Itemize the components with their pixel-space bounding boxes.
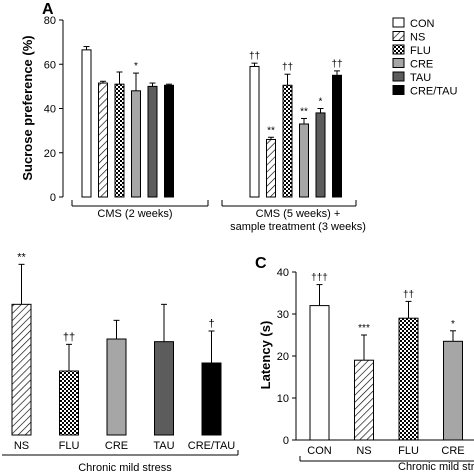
panel-a-bars: *††**††***††	[81, 46, 343, 198]
panel-a-bar	[164, 84, 174, 198]
panel-a-significance-mark: *	[134, 61, 138, 72]
legend-label-cre-tau: CRE/TAU	[410, 86, 458, 98]
panel-c-y-tick-label: 30	[277, 309, 289, 321]
panel-c-significance-mark: ***	[358, 323, 370, 334]
legend-swatch-cre-tau	[392, 85, 405, 95]
panel-c-bar	[443, 340, 463, 441]
panel-c-bars: ††† CON *** NS †† FLU * CRE	[307, 273, 464, 457]
panel-a-group-2-label-line-2: sample treatment (3 weeks)	[230, 221, 366, 233]
panel-a-y-tick-label: 80	[44, 15, 56, 27]
panel-a-bar	[249, 65, 260, 198]
panel-a-y-tick-label: 60	[44, 59, 56, 71]
panel-b-x-axis-label: Chronic mild stress	[78, 462, 172, 474]
panel-a-y-tick-label: 20	[44, 148, 56, 160]
panel-c-axes: 0 10 20 30 40	[277, 267, 474, 462]
legend-label-cre: CRE	[410, 59, 433, 71]
panel-c-y-tick-label: 40	[277, 267, 289, 279]
panel-a-label: A	[42, 1, 54, 18]
legend-label-ns: NS	[410, 32, 425, 44]
panel-a-bar	[114, 83, 125, 198]
panel-c-significance-mark: *	[451, 319, 455, 330]
panel-c-y-tick-label: 10	[277, 393, 289, 405]
panel-a-bar	[282, 84, 293, 198]
panel-c-x-tick-label: FLU	[398, 445, 419, 457]
panel-b-chart: ** NS †† FLU CRE TAU † CRE/TAU Chronic mild str…	[2, 251, 239, 474]
panel-a-bar	[299, 123, 309, 198]
panel-b-bar	[59, 370, 79, 436]
panel-b-significance-mark: **	[17, 251, 26, 263]
panel-a-significance-mark: **	[300, 106, 308, 117]
panel-b-bar	[106, 338, 127, 436]
panel-c-bar	[354, 359, 374, 441]
panel-a-bar	[98, 82, 108, 198]
panel-c-x-tick-label: NS	[356, 445, 371, 457]
legend-swatch-con	[392, 17, 405, 28]
panel-a-y-axis-label: Sucrose preference (%)	[20, 35, 35, 180]
panel-a-significance-mark: *	[319, 97, 323, 108]
panel-c-y-tick-label: 20	[277, 351, 289, 363]
panel-c-significance-mark: †††	[311, 273, 328, 284]
legend-label-tau: TAU	[410, 72, 431, 84]
panel-b-x-tick-label: TAU	[153, 440, 174, 452]
legend-label-con: CON	[410, 18, 435, 30]
panel-a-significance-mark: **	[267, 125, 275, 136]
legend-swatch-flu	[392, 44, 405, 55]
panel-a-y-tick-label: 0	[50, 192, 56, 204]
panel-a-significance-mark: ††	[249, 51, 260, 62]
panel-b-bar	[11, 303, 32, 436]
panel-a-bar	[81, 49, 92, 198]
panel-b-x-tick-label: CRE	[105, 440, 128, 452]
panel-b-significance-mark: ††	[63, 331, 75, 343]
panel-c-x-tick-label: CRE	[441, 445, 464, 457]
panel-c-y-axis-label: Latency (s)	[258, 321, 273, 390]
panel-c-x-tick-label: CON	[307, 445, 332, 457]
panel-c-latency-chart: C Latency (s) 0 10 20 30 40 ††† CON *** NS †† FLU…	[255, 255, 474, 473]
legend-label-flu: FLU	[410, 45, 431, 57]
panel-a-axes: 0 20 40 60 80	[44, 15, 357, 207]
panel-a-group-2-label-line-1: CMS (5 weeks) +	[256, 208, 341, 220]
panel-b-axes	[2, 450, 239, 456]
panel-a-bar	[266, 138, 276, 198]
legend-swatch-cre	[392, 58, 405, 68]
panel-a-bar	[315, 112, 326, 198]
panel-a-bar	[131, 90, 141, 198]
panel-c-label: C	[255, 255, 267, 272]
panel-b-x-tick-label: CRE/TAU	[188, 440, 236, 452]
legend-swatch-tau	[392, 71, 405, 82]
panel-a-bar	[147, 85, 158, 198]
panel-c-significance-mark: ††	[403, 289, 414, 300]
legend-swatch-ns	[392, 31, 405, 41]
panel-a-significance-mark: ††	[331, 59, 342, 70]
panel-b-bar	[201, 362, 222, 436]
panel-c-bar	[309, 305, 330, 441]
panel-b-bars: ** NS †† FLU CRE TAU † CRE/TAU	[11, 251, 236, 452]
panel-c-y-tick-label: 0	[283, 435, 289, 447]
panel-c-bar	[398, 317, 419, 441]
panel-b-significance-mark: †	[208, 318, 214, 330]
panel-b-x-tick-label: FLU	[59, 440, 80, 452]
panel-c-x-axis-label: Chronic mild str	[398, 461, 474, 473]
panel-b-x-tick-label: NS	[14, 440, 29, 452]
panel-a-group-1-label: CMS (2 weeks)	[97, 208, 172, 220]
panel-a-bar	[332, 74, 342, 198]
panel-a-y-tick-label: 40	[44, 104, 56, 116]
panel-b-bar	[154, 341, 174, 436]
panel-a-significance-mark: ††	[282, 62, 293, 73]
